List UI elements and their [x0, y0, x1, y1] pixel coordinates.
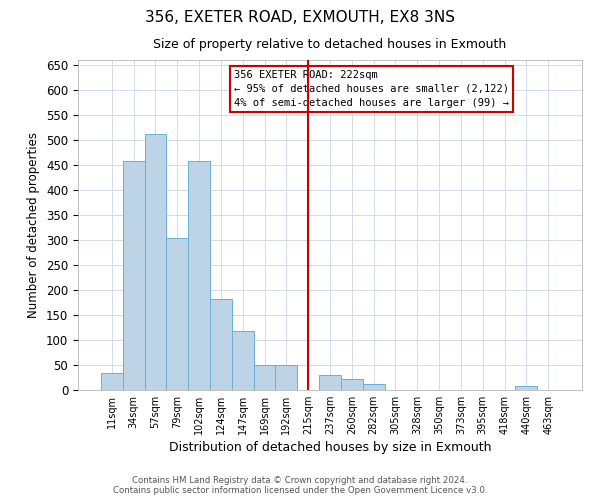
Text: Contains HM Land Registry data © Crown copyright and database right 2024.
Contai: Contains HM Land Registry data © Crown c… [113, 476, 487, 495]
Bar [363, 384, 385, 390]
Bar [275, 365, 297, 390]
Y-axis label: Number of detached properties: Number of detached properties [28, 132, 40, 318]
Bar [254, 365, 275, 390]
Bar [515, 386, 537, 390]
Text: 356, EXETER ROAD, EXMOUTH, EX8 3NS: 356, EXETER ROAD, EXMOUTH, EX8 3NS [145, 10, 455, 25]
Bar [123, 161, 145, 390]
Bar [188, 161, 210, 390]
Bar [166, 238, 188, 390]
Bar [319, 375, 341, 390]
Bar [341, 379, 363, 390]
Bar [101, 372, 123, 390]
X-axis label: Distribution of detached houses by size in Exmouth: Distribution of detached houses by size … [169, 441, 491, 454]
Bar [145, 134, 166, 390]
Bar [232, 331, 254, 390]
Bar [210, 299, 232, 390]
Title: Size of property relative to detached houses in Exmouth: Size of property relative to detached ho… [154, 38, 506, 51]
Text: 356 EXETER ROAD: 222sqm
← 95% of detached houses are smaller (2,122)
4% of semi-: 356 EXETER ROAD: 222sqm ← 95% of detache… [234, 70, 509, 108]
